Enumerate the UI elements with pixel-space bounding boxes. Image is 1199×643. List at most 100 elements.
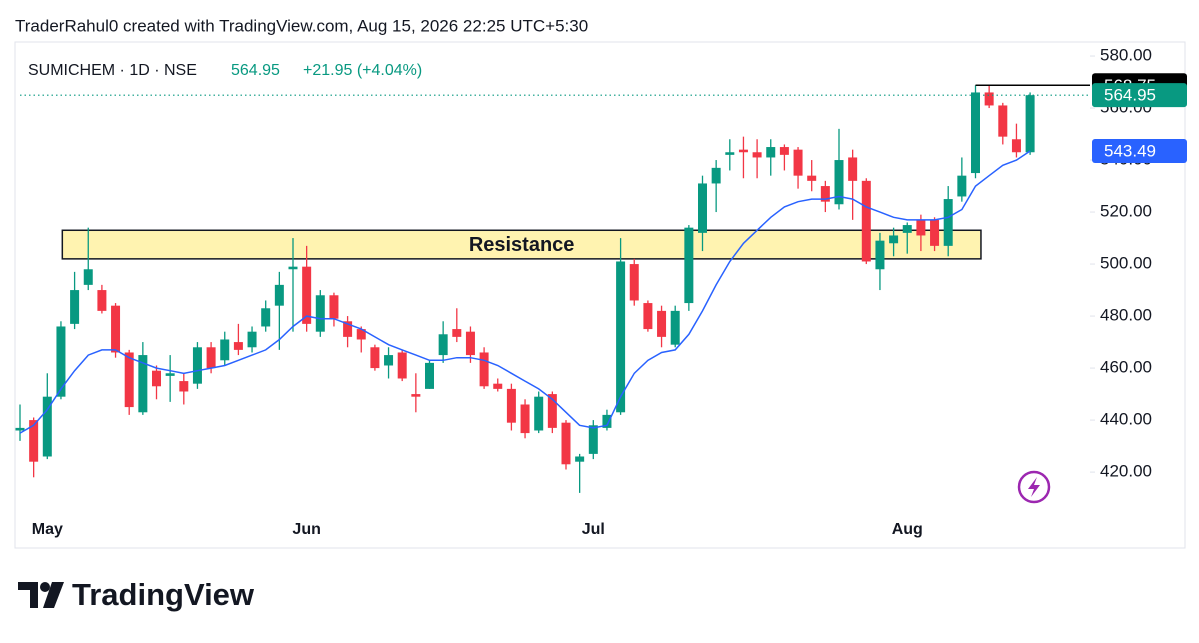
candle-body xyxy=(384,355,394,366)
candle-body xyxy=(397,352,407,379)
candle-body xyxy=(315,295,325,332)
candle-body xyxy=(261,308,271,327)
candle-body xyxy=(643,303,653,330)
y-tick-label: 440.00 xyxy=(1100,410,1152,429)
candle-body xyxy=(111,305,121,353)
candle-body xyxy=(506,388,516,423)
candle-body xyxy=(15,427,25,431)
candle-body xyxy=(411,394,421,397)
y-tick-label: 460.00 xyxy=(1100,358,1152,377)
candle-body xyxy=(657,310,667,337)
candle-body xyxy=(479,352,489,387)
candle-body xyxy=(629,264,639,301)
candle-body xyxy=(711,167,721,184)
attribution: TraderRahul0 created with TradingView.co… xyxy=(15,16,588,35)
candle-body xyxy=(984,92,994,106)
candle-body xyxy=(1025,95,1035,153)
candle-body xyxy=(793,149,803,176)
candle-body xyxy=(820,186,830,202)
candle-body xyxy=(779,147,789,155)
candle-body xyxy=(356,329,366,340)
symbol: SUMICHEM · 1D · NSE xyxy=(28,62,197,79)
candle-body xyxy=(520,404,530,434)
logo-mark xyxy=(43,582,64,608)
candle-body xyxy=(588,425,598,454)
candle-body xyxy=(575,456,585,462)
candle-body xyxy=(97,290,107,311)
candle-body xyxy=(192,347,202,384)
chart-frame xyxy=(14,41,1186,549)
candle-body xyxy=(343,321,353,337)
logo: TradingView xyxy=(18,577,255,612)
brand: TradingView xyxy=(72,577,255,612)
candle-body xyxy=(766,147,776,158)
candle-body xyxy=(670,310,680,345)
candle-body xyxy=(534,396,544,431)
candle-body xyxy=(752,152,762,158)
candle-body xyxy=(684,227,694,304)
price-label: 564.95 xyxy=(1104,86,1156,105)
candle-body xyxy=(698,183,707,233)
candle-body xyxy=(465,331,475,356)
candle-body xyxy=(233,342,243,350)
candle-body xyxy=(438,334,448,356)
x-tick-label: May xyxy=(32,521,63,538)
candle-body xyxy=(165,373,175,376)
candle-body xyxy=(848,157,858,181)
candle-body xyxy=(274,284,284,306)
candle-body xyxy=(1011,139,1021,153)
price-label: 543.49 xyxy=(1104,141,1156,160)
price-label-box xyxy=(1092,83,1187,108)
candle-body xyxy=(247,331,257,348)
candle-body xyxy=(943,199,953,246)
candle-body xyxy=(998,105,1008,137)
last-price: 564.95 xyxy=(231,62,280,79)
candle-body xyxy=(56,326,66,397)
icon-bolt xyxy=(1028,477,1040,497)
price-change: +21.95 (+4.04%) xyxy=(303,62,422,79)
icon-ring xyxy=(1017,470,1051,504)
candle-body xyxy=(42,396,52,457)
candle-body xyxy=(602,414,612,428)
candle-body xyxy=(288,266,298,270)
moving-average xyxy=(19,150,1031,434)
candle-body xyxy=(493,383,503,389)
candle-body xyxy=(957,175,967,197)
candle-body xyxy=(425,362,434,389)
lightning-icon[interactable] xyxy=(1017,470,1051,504)
candle-body xyxy=(561,422,571,465)
y-tick-label: 480.00 xyxy=(1100,306,1152,325)
candle-body xyxy=(302,266,312,324)
candle-body xyxy=(152,370,161,387)
candle-body xyxy=(547,394,557,428)
candle-body xyxy=(70,290,80,324)
y-tick-label: 420.00 xyxy=(1100,462,1152,481)
y-tick-label: 500.00 xyxy=(1100,254,1152,273)
candle-body xyxy=(220,339,230,361)
price-label-box xyxy=(1092,138,1187,163)
candle-body xyxy=(889,235,899,244)
candle-body xyxy=(206,347,216,369)
candle-body xyxy=(452,329,462,337)
candle-body xyxy=(329,295,339,319)
x-tick-label: Aug xyxy=(892,521,923,538)
candle-body xyxy=(916,219,926,236)
candle-body xyxy=(861,180,871,262)
candle-body xyxy=(138,355,148,413)
candle-body xyxy=(179,381,189,392)
logo-mark xyxy=(18,582,38,608)
candle-body xyxy=(902,225,912,233)
candle-body xyxy=(807,175,817,181)
candle-body xyxy=(738,149,748,153)
annotation-label: Resistance xyxy=(469,234,575,256)
x-tick-label: Jun xyxy=(292,521,320,538)
candle-body xyxy=(83,269,93,285)
candle-body xyxy=(29,420,39,462)
candle-body xyxy=(124,352,134,408)
y-tick-label: 520.00 xyxy=(1100,202,1152,221)
candle-body xyxy=(971,92,980,174)
candle-body xyxy=(875,240,885,270)
y-tick-label: 580.00 xyxy=(1100,46,1152,65)
candle-body xyxy=(616,261,626,413)
